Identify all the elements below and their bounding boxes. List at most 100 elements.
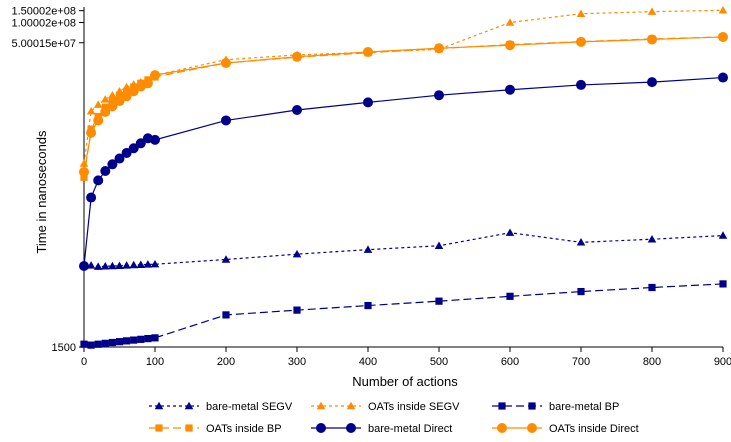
x-tick-label: 800 (643, 356, 661, 368)
data-point (130, 336, 138, 344)
x-tick-label: 900 (714, 356, 731, 368)
data-point (79, 159, 89, 167)
legend-item: OATs inside BP (149, 423, 282, 435)
data-point (150, 134, 160, 145)
legend-marker (346, 423, 356, 433)
data-point (151, 334, 159, 342)
data-point (142, 78, 153, 89)
data-point (93, 100, 103, 108)
series-oats-inside-bp (80, 33, 727, 181)
data-point (80, 173, 88, 181)
legend-item: OATs inside Direct (492, 423, 639, 435)
y-tick-label: 5.00015e+07 (11, 38, 76, 50)
data-point (718, 231, 728, 239)
data-point (292, 51, 302, 62)
data-point (122, 82, 131, 91)
legend-item: bare-metal Direct (311, 423, 452, 435)
data-point (86, 127, 97, 138)
series-oats-inside-segv (79, 5, 728, 167)
data-point (93, 115, 104, 126)
legend-marker (155, 424, 163, 432)
data-point (121, 147, 132, 158)
data-point (150, 70, 160, 81)
data-point (101, 339, 109, 347)
data-point (108, 96, 116, 104)
legend-label: bare-metal BP (549, 401, 619, 413)
data-point (647, 7, 657, 15)
data-point (576, 79, 586, 90)
data-point (93, 262, 103, 270)
legend-marker (184, 401, 194, 410)
data-point (435, 297, 443, 305)
data-point (100, 106, 111, 117)
data-point (718, 31, 728, 42)
data-point (293, 306, 301, 314)
legend-marker (154, 401, 164, 410)
data-point (93, 175, 104, 186)
data-point (505, 18, 515, 26)
data-point (108, 90, 117, 99)
data-point (221, 58, 231, 69)
data-point (363, 245, 373, 253)
data-point (100, 166, 111, 177)
data-point (101, 261, 110, 270)
data-point (576, 9, 586, 17)
x-tick-label: 500 (430, 356, 448, 368)
legend-label: OATs inside Direct (549, 423, 639, 435)
data-point (576, 238, 586, 246)
data-point (123, 87, 131, 95)
y-tick-label: 1.00002e+08 (11, 18, 76, 30)
data-point (718, 5, 728, 14)
data-point (292, 249, 302, 258)
x-tick-label: 700 (572, 356, 590, 368)
series-layer (79, 5, 728, 349)
x-tick-label: 600 (501, 356, 519, 368)
data-point (434, 90, 444, 101)
series-line (83, 283, 724, 346)
y-axis-label: Time in nanoseconds (34, 130, 49, 254)
data-point (86, 261, 96, 269)
data-point (115, 338, 124, 346)
data-point (121, 91, 132, 102)
data-point (434, 241, 444, 249)
series-bare-metal-bp (80, 280, 727, 349)
x-tick-label: 100 (146, 356, 164, 368)
axes: 0 100 200 300 400 500 600 700 800 900 1500 5.00015e… (11, 6, 731, 368)
data-point (505, 40, 515, 51)
data-point (135, 138, 146, 149)
legend-marker (185, 424, 193, 432)
data-point (86, 192, 97, 203)
data-point (87, 341, 95, 349)
data-point (143, 260, 153, 268)
data-point (79, 261, 89, 272)
data-point (221, 255, 231, 263)
data-point (86, 106, 96, 115)
data-point (107, 159, 118, 170)
data-point (576, 36, 586, 47)
data-point (137, 335, 145, 343)
data-point (128, 143, 139, 154)
series-bare-metal-direct (79, 72, 728, 272)
data-point (108, 338, 116, 347)
x-tick-label: 0 (81, 356, 87, 368)
data-point (364, 301, 372, 310)
data-point (94, 340, 102, 348)
data-point (101, 95, 110, 103)
data-point (292, 105, 302, 116)
data-point (123, 337, 131, 345)
data-point (647, 234, 657, 243)
data-point (122, 261, 131, 269)
series-line (83, 36, 724, 173)
series-bare-metal-segv (79, 228, 728, 270)
legend-item: OATs inside SEGV (311, 401, 460, 413)
legend-label: OATs inside BP (206, 423, 282, 435)
data-point (129, 260, 138, 269)
data-point (577, 287, 585, 296)
series-line (83, 76, 724, 267)
data-point (505, 84, 515, 95)
legend-marker (527, 423, 537, 433)
data-point (128, 86, 139, 97)
y-tick-label: 1.50002e+08 (11, 6, 76, 18)
legend-label: bare-metal SEGV (206, 401, 293, 413)
